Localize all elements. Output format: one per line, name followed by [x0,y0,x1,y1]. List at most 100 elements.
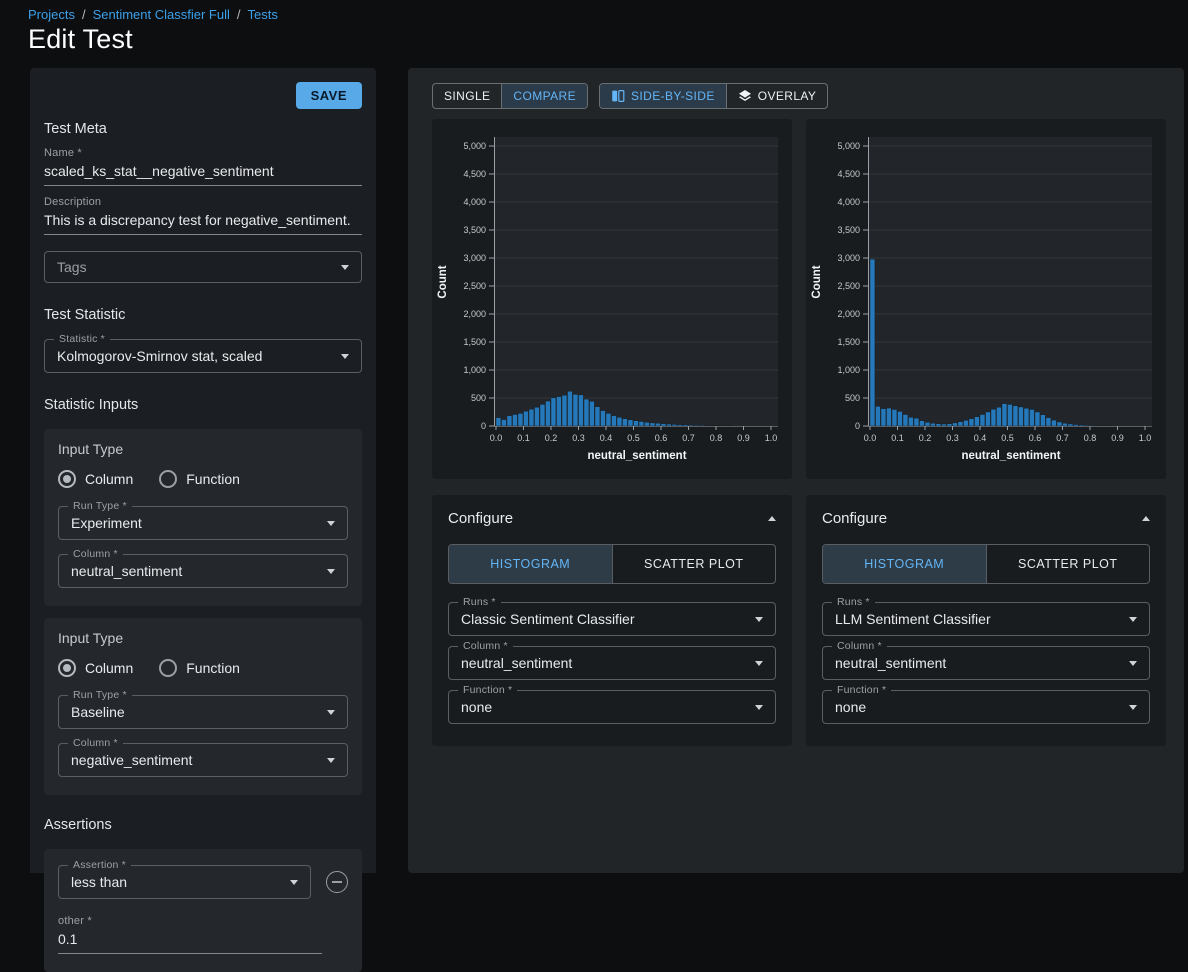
column-select[interactable]: Column * negative_sentiment [58,743,348,777]
overlay-label: OVERLAY [758,89,817,103]
function-value: none [461,699,747,715]
chevron-down-icon [341,265,349,270]
tags-select[interactable]: Tags [44,251,362,283]
svg-text:2,500: 2,500 [837,281,860,291]
radio-function-label: Function [186,471,240,487]
collapse-icon[interactable] [768,516,776,521]
column-select[interactable]: Column * neutral_sentiment [448,646,776,680]
tab-histogram[interactable]: HISTOGRAM [449,545,613,583]
configure-title: Configure [448,510,513,527]
input-type-title: Input Type [58,630,348,646]
section-statistic-inputs: Statistic Inputs [44,397,362,413]
description-label: Description [44,196,362,208]
radio-column[interactable]: Column [58,470,133,488]
chevron-down-icon [290,880,298,885]
overlay-layers-icon [738,89,752,103]
run-type-label: Run Type * [68,500,132,513]
svg-text:3,500: 3,500 [837,225,860,235]
side-by-side-label: SIDE-BY-SIDE [631,89,715,103]
svg-text:0.9: 0.9 [737,433,750,443]
chevron-down-icon [1129,661,1137,666]
neutral-sentiment-histogram-llm[interactable]: 05001,0001,5002,0002,5003,0003,5004,0004… [806,123,1166,471]
svg-text:0.2: 0.2 [545,433,558,443]
svg-text:0: 0 [855,421,860,431]
remove-assertion-button[interactable] [326,871,348,893]
svg-text:3,000: 3,000 [463,253,486,263]
assertion-select[interactable]: Assertion * less than [58,865,311,899]
chevron-down-icon [1129,617,1137,622]
save-button[interactable]: SAVE [296,82,362,109]
other-field[interactable]: other * 0.1 [58,915,322,954]
section-test-meta: Test Meta [44,121,362,137]
side-by-side-icon [611,89,625,103]
svg-text:neutral_sentiment: neutral_sentiment [587,450,686,462]
chevron-down-icon [755,705,763,710]
name-input[interactable]: scaled_ks_stat__negative_sentiment [44,163,362,186]
chevron-down-icon [327,569,335,574]
page-title: Edit Test [28,24,133,55]
breadcrumb-projects[interactable]: Projects [28,7,75,22]
svg-text:500: 500 [471,393,486,403]
radio-function[interactable]: Function [159,470,240,488]
runs-select[interactable]: Runs * Classic Sentiment Classifier [448,602,776,636]
runs-label: Runs * [832,596,875,609]
svg-text:0.6: 0.6 [1029,433,1042,443]
svg-text:0.7: 0.7 [1056,433,1069,443]
collapse-icon[interactable] [1142,516,1150,521]
description-field[interactable]: Description This is a discrepancy test f… [44,196,362,235]
neutral-sentiment-histogram-classic[interactable]: 05001,0001,5002,0002,5003,0003,5004,0004… [432,123,792,471]
description-input[interactable]: This is a discrepancy test for negative_… [44,212,362,235]
column-select[interactable]: Column * neutral_sentiment [822,646,1150,680]
chevron-down-icon [755,661,763,666]
svg-text:0.8: 0.8 [1084,433,1097,443]
svg-text:0.2: 0.2 [919,433,932,443]
name-field[interactable]: Name * scaled_ks_stat__negative_sentimen… [44,147,362,186]
breadcrumb-project[interactable]: Sentiment Classfier Full [93,7,230,22]
chevron-down-icon [327,758,335,763]
toggle-single[interactable]: SINGLE [433,84,501,108]
column-select[interactable]: Column * neutral_sentiment [58,554,348,588]
chevron-down-icon [327,710,335,715]
radio-column-label: Column [85,471,133,487]
tags-placeholder: Tags [57,259,333,275]
svg-text:0.0: 0.0 [864,433,877,443]
svg-text:2,500: 2,500 [463,281,486,291]
tab-scatter-plot[interactable]: SCATTER PLOT [613,545,776,583]
svg-text:500: 500 [845,393,860,403]
layout-mode-toggle: SIDE-BY-SIDE OVERLAY [599,83,828,109]
statistic-select[interactable]: Statistic * Kolmogorov-Smirnov stat, sca… [44,339,362,373]
tab-scatter-plot[interactable]: SCATTER PLOT [987,545,1150,583]
run-type-value: Baseline [71,704,319,720]
statistic-input-card-baseline: Input Type Column Function Run Type * Ba… [44,618,362,795]
toggle-compare[interactable]: COMPARE [501,84,587,108]
function-label: Function * [458,684,517,697]
configure-card-classic: Configure HISTOGRAM SCATTER PLOT Runs * … [432,495,792,746]
svg-text:1,000: 1,000 [837,365,860,375]
run-type-label: Run Type * [68,689,132,702]
svg-text:5,000: 5,000 [463,141,486,151]
svg-text:2,000: 2,000 [463,309,486,319]
runs-label: Runs * [458,596,501,609]
run-type-select[interactable]: Run Type * Baseline [58,695,348,729]
radio-column[interactable]: Column [58,659,133,677]
assertion-value: less than [71,874,282,890]
toggle-overlay[interactable]: OVERLAY [726,84,828,108]
radio-function[interactable]: Function [159,659,240,677]
statistic-input-card-experiment: Input Type Column Function Run Type * Ex… [44,429,362,606]
view-mode-toggle: SINGLE COMPARE [432,83,588,109]
radio-selected-icon [58,470,76,488]
function-select[interactable]: Function * none [448,690,776,724]
other-label: other * [58,915,322,927]
tab-histogram[interactable]: HISTOGRAM [823,545,987,583]
function-value: none [835,699,1121,715]
svg-text:2,000: 2,000 [837,309,860,319]
runs-select[interactable]: Runs * LLM Sentiment Classifier [822,602,1150,636]
other-input[interactable]: 0.1 [58,931,322,954]
column-label: Column * [68,737,123,750]
toggle-side-by-side[interactable]: SIDE-BY-SIDE [600,84,726,108]
run-type-select[interactable]: Run Type * Experiment [58,506,348,540]
function-select[interactable]: Function * none [822,690,1150,724]
breadcrumb-tests[interactable]: Tests [248,7,278,22]
svg-text:Count: Count [437,265,449,298]
